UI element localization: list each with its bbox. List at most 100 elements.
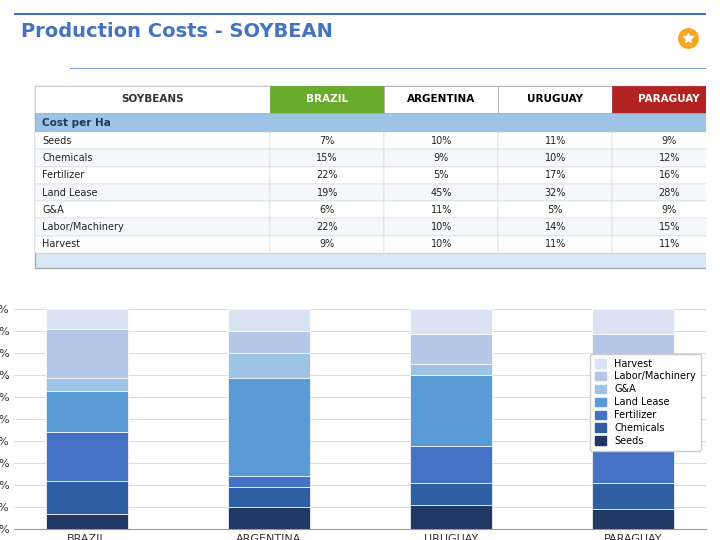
Bar [593, 309, 674, 334]
Text: 22%: 22% [316, 222, 338, 232]
Bar [228, 507, 310, 529]
FancyBboxPatch shape [612, 201, 720, 218]
FancyBboxPatch shape [35, 86, 720, 268]
FancyBboxPatch shape [384, 150, 498, 167]
FancyBboxPatch shape [612, 235, 720, 253]
Text: Production Costs - SOYBEAN: Production Costs - SOYBEAN [22, 22, 333, 42]
FancyBboxPatch shape [612, 132, 720, 150]
Bar [228, 488, 310, 507]
FancyBboxPatch shape [270, 184, 384, 201]
FancyBboxPatch shape [35, 167, 270, 184]
FancyBboxPatch shape [270, 132, 384, 150]
Bar [410, 505, 492, 529]
Bar [228, 332, 310, 353]
FancyBboxPatch shape [612, 218, 720, 235]
FancyBboxPatch shape [612, 184, 720, 201]
Text: 22%: 22% [316, 170, 338, 180]
FancyBboxPatch shape [498, 132, 612, 150]
FancyBboxPatch shape [35, 132, 270, 150]
Text: 17%: 17% [544, 170, 566, 180]
FancyBboxPatch shape [384, 235, 498, 253]
FancyBboxPatch shape [498, 184, 612, 201]
Bar [410, 483, 492, 505]
Text: 16%: 16% [659, 170, 680, 180]
Text: 9%: 9% [662, 136, 677, 146]
Bar [410, 375, 492, 445]
Text: 32%: 32% [544, 187, 566, 198]
Bar [46, 377, 127, 391]
FancyBboxPatch shape [270, 167, 384, 184]
FancyBboxPatch shape [384, 167, 498, 184]
Text: 9%: 9% [320, 239, 335, 249]
Text: Harvest: Harvest [42, 239, 80, 249]
Text: 11%: 11% [659, 239, 680, 249]
FancyBboxPatch shape [270, 150, 384, 167]
Text: 14%: 14% [544, 222, 566, 232]
Text: Fertilizer: Fertilizer [42, 170, 84, 180]
Text: BRAZIL: BRAZIL [306, 94, 348, 104]
Bar [593, 483, 674, 509]
Text: 5%: 5% [433, 170, 449, 180]
Text: URUGUAY: URUGUAY [527, 94, 583, 104]
Text: 7%: 7% [320, 136, 335, 146]
Text: 11%: 11% [431, 205, 452, 215]
Text: Labor/Machinery: Labor/Machinery [42, 222, 124, 232]
Bar [410, 364, 492, 375]
Text: 10%: 10% [431, 136, 452, 146]
Text: 11%: 11% [544, 136, 566, 146]
Text: 15%: 15% [316, 153, 338, 163]
FancyBboxPatch shape [498, 218, 612, 235]
Bar [593, 386, 674, 448]
FancyBboxPatch shape [35, 184, 270, 201]
Bar [593, 334, 674, 367]
Text: 12%: 12% [659, 153, 680, 163]
FancyBboxPatch shape [612, 150, 720, 167]
Bar [593, 509, 674, 529]
FancyBboxPatch shape [35, 253, 720, 268]
Text: Chemicals: Chemicals [42, 153, 93, 163]
Text: SOYBEANS: SOYBEANS [122, 94, 184, 104]
FancyBboxPatch shape [498, 201, 612, 218]
Text: Seeds: Seeds [42, 136, 71, 146]
Bar [46, 391, 127, 433]
FancyBboxPatch shape [384, 132, 498, 150]
Text: G&A: G&A [42, 205, 64, 215]
Text: 45%: 45% [431, 187, 452, 198]
FancyBboxPatch shape [270, 235, 384, 253]
Text: 10%: 10% [431, 222, 452, 232]
Bar [228, 377, 310, 476]
Text: 19%: 19% [317, 187, 338, 198]
Text: 11%: 11% [544, 239, 566, 249]
FancyBboxPatch shape [612, 86, 720, 113]
FancyBboxPatch shape [35, 150, 270, 167]
FancyBboxPatch shape [270, 201, 384, 218]
Text: 28%: 28% [659, 187, 680, 198]
Bar [46, 329, 127, 377]
Bar [228, 309, 310, 332]
Text: 10%: 10% [431, 239, 452, 249]
Text: 10%: 10% [544, 153, 566, 163]
Text: ARGENTINA: ARGENTINA [407, 94, 475, 104]
Text: PARAGUAY: PARAGUAY [639, 94, 700, 104]
FancyBboxPatch shape [270, 86, 384, 113]
Text: Land Lease: Land Lease [42, 187, 97, 198]
Text: 9%: 9% [662, 205, 677, 215]
FancyBboxPatch shape [384, 86, 498, 113]
Bar [410, 446, 492, 483]
Bar [593, 448, 674, 483]
Bar [593, 367, 674, 386]
Legend: Harvest, Labor/Machinery, G&A, Land Lease, Fertilizer, Chemicals, Seeds: Harvest, Labor/Machinery, G&A, Land Leas… [590, 354, 701, 451]
FancyBboxPatch shape [35, 201, 270, 218]
FancyBboxPatch shape [498, 150, 612, 167]
FancyBboxPatch shape [35, 218, 270, 235]
Bar [46, 514, 127, 529]
FancyBboxPatch shape [498, 86, 612, 113]
FancyBboxPatch shape [498, 167, 612, 184]
Bar [46, 309, 127, 329]
FancyBboxPatch shape [35, 86, 270, 113]
Bar [410, 309, 492, 334]
Text: 6%: 6% [320, 205, 335, 215]
Text: 15%: 15% [659, 222, 680, 232]
FancyBboxPatch shape [612, 167, 720, 184]
Bar [46, 433, 127, 481]
